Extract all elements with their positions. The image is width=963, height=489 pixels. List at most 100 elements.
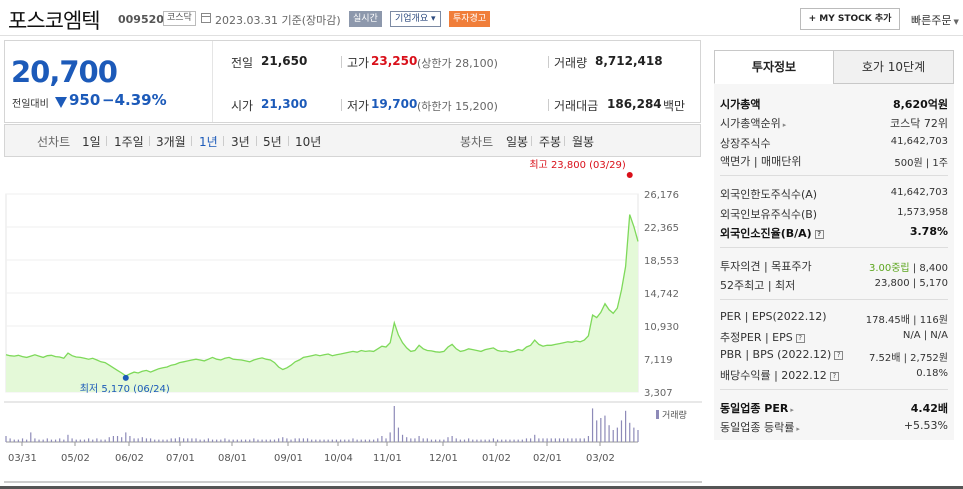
volume-bar: [228, 439, 230, 442]
current-price: 20,700: [11, 55, 118, 89]
price-chart[interactable]: 26,176 22,365 18,553 14,742 10,930 7,119 3,307…: [0, 158, 702, 489]
volume-bar: [348, 439, 350, 442]
y-tick-label: 7,119: [644, 355, 673, 366]
volume-bar: [265, 439, 267, 442]
help-icon[interactable]: ?: [834, 351, 844, 360]
candle-weekly[interactable]: 주봉: [539, 135, 562, 149]
volume-bar: [344, 439, 346, 442]
volume-bar: [236, 439, 238, 442]
volume-bar: [612, 430, 614, 442]
opinion-value: 3.00중립 | 8,400: [868, 263, 948, 274]
period-1w[interactable]: 1주일: [114, 135, 144, 149]
period-1y[interactable]: 1년: [199, 135, 218, 149]
volume-bar: [79, 439, 81, 442]
volume-bar: [199, 439, 201, 442]
opinion-rating: 3.00중립: [868, 263, 910, 274]
volume-bar: [625, 410, 627, 442]
volume-bar: [604, 415, 606, 442]
volume-bar: [294, 438, 296, 442]
divider: [288, 136, 289, 146]
volume-bar: [137, 438, 139, 442]
low-value: 19,700: [371, 97, 418, 111]
volume-bar: [249, 439, 251, 442]
volume-bar: [323, 439, 325, 442]
divider: [341, 99, 342, 111]
line-chart-label: 선차트: [37, 135, 71, 149]
help-icon[interactable]: ?: [829, 372, 839, 381]
base-date: 2023.03.31 기준(장마감): [215, 14, 341, 27]
w52-label: 52주최고 | 최저: [720, 279, 796, 292]
volume-bar: [505, 439, 507, 442]
volume-bar: [484, 439, 486, 442]
volume-bar: [13, 439, 15, 442]
cap-rank-value: 코스닥 72위: [890, 117, 948, 130]
volume-bar: [133, 438, 135, 442]
volume-bar: [54, 439, 57, 442]
x-tick-label: 10/04: [324, 453, 353, 464]
x-tick-label: 05/02: [61, 453, 90, 464]
volume-bar: [187, 438, 189, 442]
divider: [720, 175, 948, 176]
volume-bar: [42, 439, 44, 442]
chevron-right-icon: ▸: [790, 406, 794, 414]
volume-bar: [191, 438, 193, 442]
volume-bar: [567, 438, 569, 442]
volume-bar: [575, 438, 577, 442]
volume-bar: [373, 439, 375, 442]
volume-bar: [26, 439, 28, 442]
volume-bar: [430, 439, 433, 442]
volume-bar: [377, 438, 379, 442]
sector-rate-value: +5.53%: [903, 419, 948, 432]
foreign-rate-value: 3.78%: [909, 225, 948, 238]
bottom-border: [0, 486, 963, 489]
volume-bar: [401, 434, 404, 442]
divider: [531, 136, 532, 146]
volume-bar: [426, 438, 428, 442]
period-3y[interactable]: 3년: [231, 135, 250, 149]
chevron-down-icon: ▼: [953, 18, 959, 26]
help-icon[interactable]: ?: [795, 334, 805, 343]
volume-bar: [414, 438, 416, 442]
volume-bar: [273, 439, 276, 442]
volume-bar: [174, 438, 176, 442]
low-label: 저가: [347, 99, 370, 113]
help-icon[interactable]: ?: [814, 230, 824, 239]
volume-bar: [290, 439, 292, 442]
volume-bar: [509, 439, 511, 442]
divider: [548, 99, 549, 111]
my-stock-add-button[interactable]: + MY STOCK 추가: [800, 8, 900, 30]
candle-monthly[interactable]: 월봉: [572, 135, 595, 149]
volume-bar: [306, 438, 309, 442]
sector-per-label: 동일업종 PER: [720, 402, 789, 415]
candle-daily[interactable]: 일봉: [506, 135, 529, 149]
volume-bar: [315, 439, 317, 442]
open-label: 시가: [231, 99, 254, 113]
period-3m[interactable]: 3개월: [156, 135, 186, 149]
volume-label: 거래량: [554, 56, 588, 70]
sector-per-link[interactable]: 동일업종 PER ▸: [720, 400, 794, 416]
period-5y[interactable]: 5년: [263, 135, 282, 149]
volume-bar: [154, 439, 156, 442]
foreign-limit-value: 41,642,703: [890, 187, 948, 198]
volume-bar: [385, 438, 387, 442]
tab-quote-10[interactable]: 호가 10단계: [833, 50, 954, 84]
cap-rank-link[interactable]: 시가총액순위 ▸: [720, 115, 786, 131]
volume-bar: [183, 438, 185, 442]
period-1d[interactable]: 1일: [82, 135, 101, 149]
company-overview-dropdown[interactable]: 기업개요 ▾: [390, 11, 441, 27]
tab-investment-info[interactable]: 투자정보: [714, 50, 834, 84]
volume-bar: [496, 439, 499, 442]
down-arrow-icon: [55, 97, 67, 108]
quick-order-button[interactable]: 빠른주문 ▼: [911, 12, 959, 28]
x-tick-label: 03/31: [8, 453, 37, 464]
volume-bar: [418, 436, 420, 442]
volume-bar: [591, 408, 594, 442]
volume-bar: [46, 438, 48, 442]
sector-rate-link[interactable]: 동일업종 등락률 ▸: [720, 419, 800, 435]
volume-bar: [447, 437, 449, 442]
period-10y[interactable]: 10년: [295, 135, 322, 149]
realtime-button[interactable]: 실시간: [349, 11, 382, 27]
volume-bar: [302, 438, 305, 442]
volume-bar: [21, 438, 24, 442]
y-tick-label: 3,307: [644, 388, 673, 399]
